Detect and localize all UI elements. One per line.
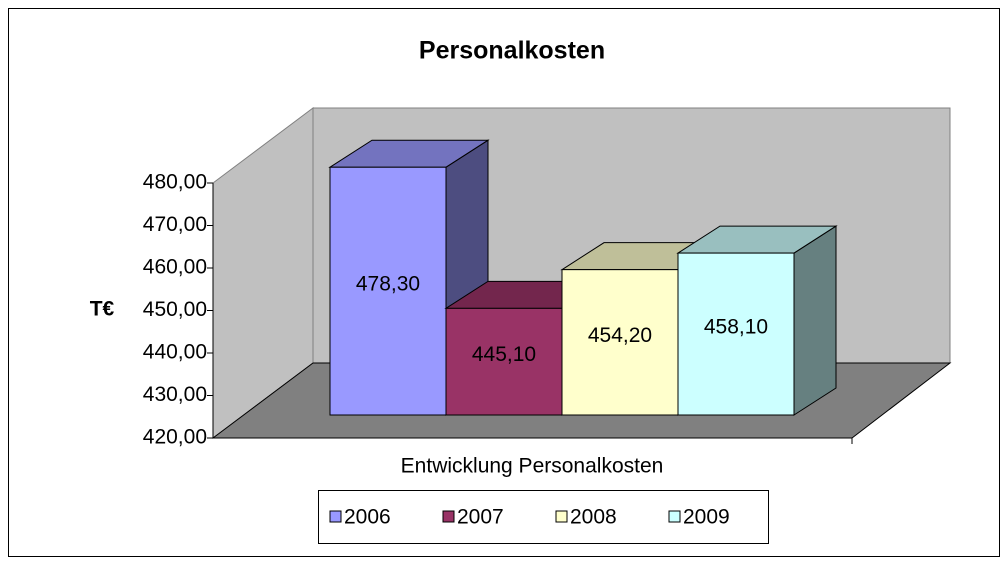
data-label: 458,10 xyxy=(704,316,768,339)
data-label: 454,20 xyxy=(588,324,652,347)
y-tick-label: 460,00 xyxy=(143,256,207,279)
legend-label: 2009 xyxy=(683,506,730,529)
legend-label: 2008 xyxy=(570,506,617,529)
bar xyxy=(445,307,563,416)
y-tick-label: 470,00 xyxy=(143,213,207,236)
legend-swatch xyxy=(329,510,342,523)
y-tick-label: 450,00 xyxy=(143,298,207,321)
legend-label: 2007 xyxy=(457,506,504,529)
legend-swatch xyxy=(555,510,568,523)
legend-label: 2006 xyxy=(344,506,391,529)
bar xyxy=(677,252,795,416)
data-label: 445,10 xyxy=(472,343,536,366)
bar-side xyxy=(793,225,837,416)
y-tick-label: 420,00 xyxy=(143,426,207,449)
y-tick-label: 430,00 xyxy=(143,383,207,406)
data-label: 478,30 xyxy=(356,273,420,296)
y-tick-label: 480,00 xyxy=(143,171,207,194)
chart-title: Personalkosten xyxy=(419,37,605,65)
x-tick-label: Entwicklung Personalkosten xyxy=(401,455,664,478)
legend-swatch xyxy=(442,510,455,523)
legend-box xyxy=(318,490,769,544)
bar xyxy=(329,166,447,416)
y-tick-label: 440,00 xyxy=(143,341,207,364)
legend-swatch xyxy=(668,510,681,523)
y-axis-label: T€ xyxy=(90,298,115,321)
